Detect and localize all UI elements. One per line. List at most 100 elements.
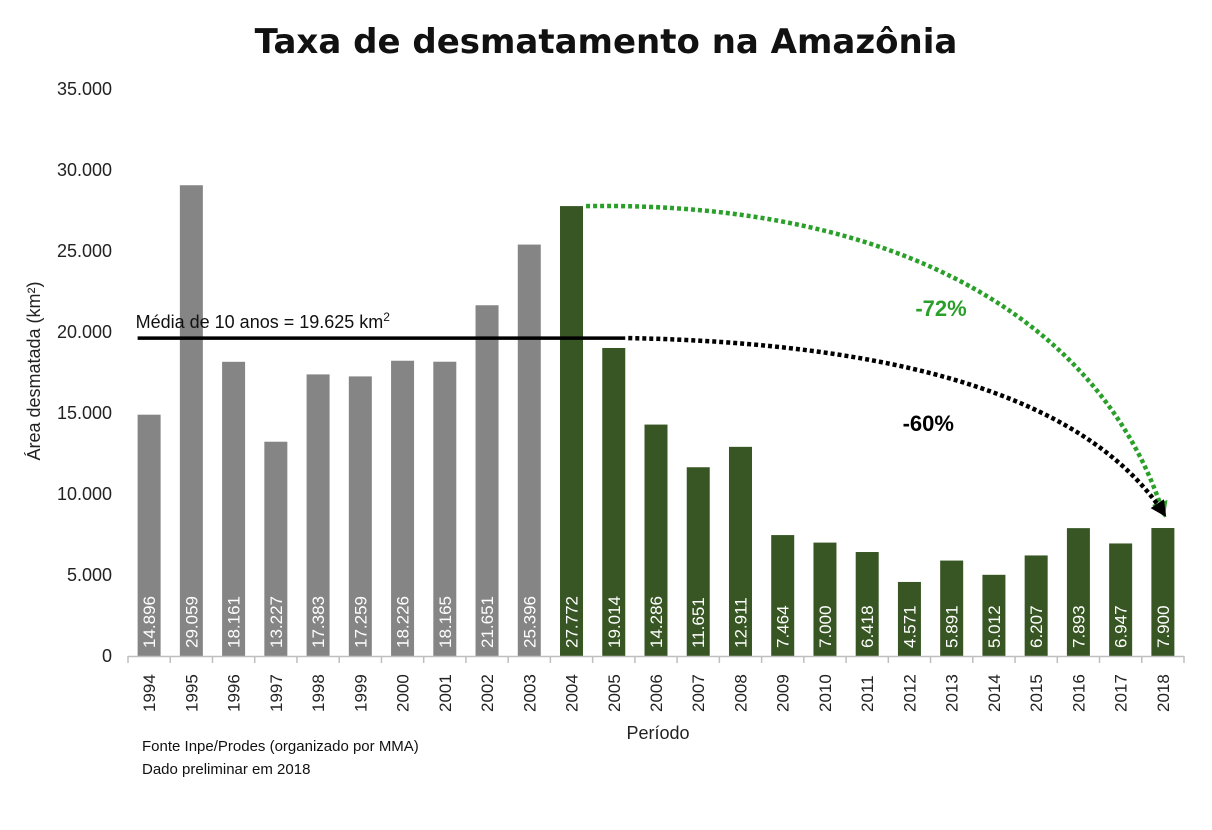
- bar-value-label: 18.226: [394, 596, 413, 648]
- arrow-head: [1150, 499, 1167, 517]
- bar-2011: [855, 552, 879, 656]
- bar-value-label: 19.014: [605, 596, 624, 648]
- y-axis-ticks: 0 5.000 10.000 15.000 20.000 25.000 30.000 35.0…: [57, 79, 112, 666]
- bar-1998: [306, 374, 330, 656]
- x-tick-label: 1996: [225, 674, 244, 712]
- x-tick-label: 2006: [647, 674, 666, 712]
- x-tick-label: 2013: [943, 674, 962, 712]
- x-tick-label: 2003: [520, 674, 539, 712]
- bar-2010: [813, 542, 837, 656]
- bar-value-label: 6.418: [858, 605, 877, 648]
- x-tick-label: 2007: [689, 674, 708, 712]
- annotation-arrow: [628, 335, 1165, 514]
- x-tick-label: 1995: [182, 674, 201, 712]
- x-axis-title: Período: [626, 723, 689, 743]
- bar-2001: [433, 361, 457, 656]
- x-tick-label: 2010: [816, 674, 835, 712]
- bar-value-label: 27.772: [563, 596, 582, 648]
- bar-1996: [222, 361, 246, 656]
- bar-value-label: 4.571: [900, 605, 919, 648]
- bar-2007: [686, 467, 710, 656]
- bar-1994: [137, 414, 161, 656]
- bar-value-label: 7.000: [816, 605, 835, 648]
- x-tick-label: 2002: [478, 674, 497, 712]
- y-tick-label: 15.000: [57, 403, 112, 423]
- bar-2005: [602, 347, 626, 656]
- bar-1999: [348, 376, 372, 656]
- bar-value-label: 5.012: [985, 605, 1004, 648]
- x-tick-label: 2012: [900, 674, 919, 712]
- mean-line-label: Média de 10 anos = 19.625 km2: [136, 310, 391, 332]
- bar-2012: [897, 581, 921, 656]
- bar-2013: [940, 560, 964, 656]
- x-tick-label: 2004: [563, 674, 582, 712]
- x-tick-label: 1997: [267, 674, 286, 712]
- bar-value-label: 21.651: [478, 596, 497, 648]
- bar-value-label: 14.896: [140, 596, 159, 648]
- bar-value-label: 18.161: [225, 596, 244, 648]
- y-tick-label: 10.000: [57, 484, 112, 504]
- x-tick-label: 2014: [985, 674, 1004, 712]
- bar-value-label: 13.227: [267, 596, 286, 648]
- x-tick-label: 1994: [140, 674, 159, 712]
- bar-2009: [771, 535, 795, 656]
- preliminary-note: Dado preliminar em 2018: [142, 761, 311, 778]
- annotation-arrows: -72% -60%: [585, 203, 1168, 518]
- x-tick-label: 2001: [436, 674, 455, 712]
- bar-1995: [179, 185, 203, 656]
- bar-value-label: 7.464: [774, 605, 793, 648]
- x-tick-label: 1999: [351, 674, 370, 712]
- percent-change-label: -72%: [915, 296, 966, 321]
- bar-value-label: 17.383: [309, 596, 328, 648]
- bar-2017: [1109, 543, 1133, 656]
- bar-2006: [644, 424, 668, 656]
- bars: [137, 185, 1175, 657]
- bar-value-label: 12.911: [731, 597, 750, 648]
- x-tick-label: 2008: [731, 674, 750, 712]
- bar-value-label: 5.891: [943, 605, 962, 648]
- bar-2018: [1151, 528, 1175, 656]
- bar-2014: [982, 574, 1006, 656]
- y-tick-label: 30.000: [57, 160, 112, 180]
- x-tick-label: 2017: [1112, 674, 1131, 712]
- bar-value-label: 6.207: [1027, 605, 1046, 648]
- chart-title: Taxa de desmatamento na Amazônia: [254, 22, 958, 62]
- x-tick-label: 2005: [605, 674, 624, 712]
- bar-value-label: 18.165: [436, 596, 455, 648]
- bar-value-label: 11.651: [689, 597, 708, 648]
- bar-2004: [560, 206, 584, 656]
- bar-value-label: 7.900: [1154, 605, 1173, 648]
- y-axis-title: Área desmatada (km²): [24, 281, 44, 460]
- bar-value-label: 7.893: [1069, 605, 1088, 648]
- x-tick-label: 1998: [309, 674, 328, 712]
- x-tick-label: 2018: [1154, 674, 1173, 712]
- percent-change-label: -60%: [903, 411, 954, 436]
- mean-line-group: Média de 10 anos = 19.625 km2: [136, 310, 626, 340]
- x-tick-label: 2009: [774, 674, 793, 712]
- bar-value-labels: 14.896 29.059 18.161 13.227 17.383 17.259 18.2…: [140, 596, 1173, 648]
- annotation-arrow: [585, 203, 1166, 513]
- bar-2008: [728, 446, 752, 656]
- y-tick-label: 20.000: [57, 322, 112, 342]
- x-tick-label: 2000: [394, 674, 413, 712]
- bar-1997: [264, 441, 288, 656]
- bar-value-label: 6.947: [1112, 605, 1131, 648]
- bar-2003: [517, 244, 541, 657]
- bar-2000: [391, 360, 415, 656]
- bar-2016: [1066, 528, 1090, 656]
- y-tick-label: 5.000: [67, 565, 112, 585]
- bar-value-label: 29.059: [182, 596, 201, 648]
- y-tick-label: 0: [102, 646, 112, 666]
- bar-value-label: 25.396: [520, 596, 539, 648]
- x-tick-label: 2016: [1069, 674, 1088, 712]
- y-tick-label: 35.000: [57, 79, 112, 99]
- bar-value-label: 17.259: [351, 596, 370, 648]
- source-note: Fonte Inpe/Prodes (organizado por MMA): [142, 738, 419, 755]
- x-axis-ticks: 1994 1995 1996 1997 1998 1999 2000 2001 2002 2003…: [127, 656, 1185, 712]
- bar-2015: [1024, 555, 1048, 656]
- y-tick-label: 25.000: [57, 241, 112, 261]
- bar-2002: [475, 305, 499, 656]
- x-tick-label: 2015: [1027, 674, 1046, 712]
- x-tick-label: 2011: [858, 675, 877, 712]
